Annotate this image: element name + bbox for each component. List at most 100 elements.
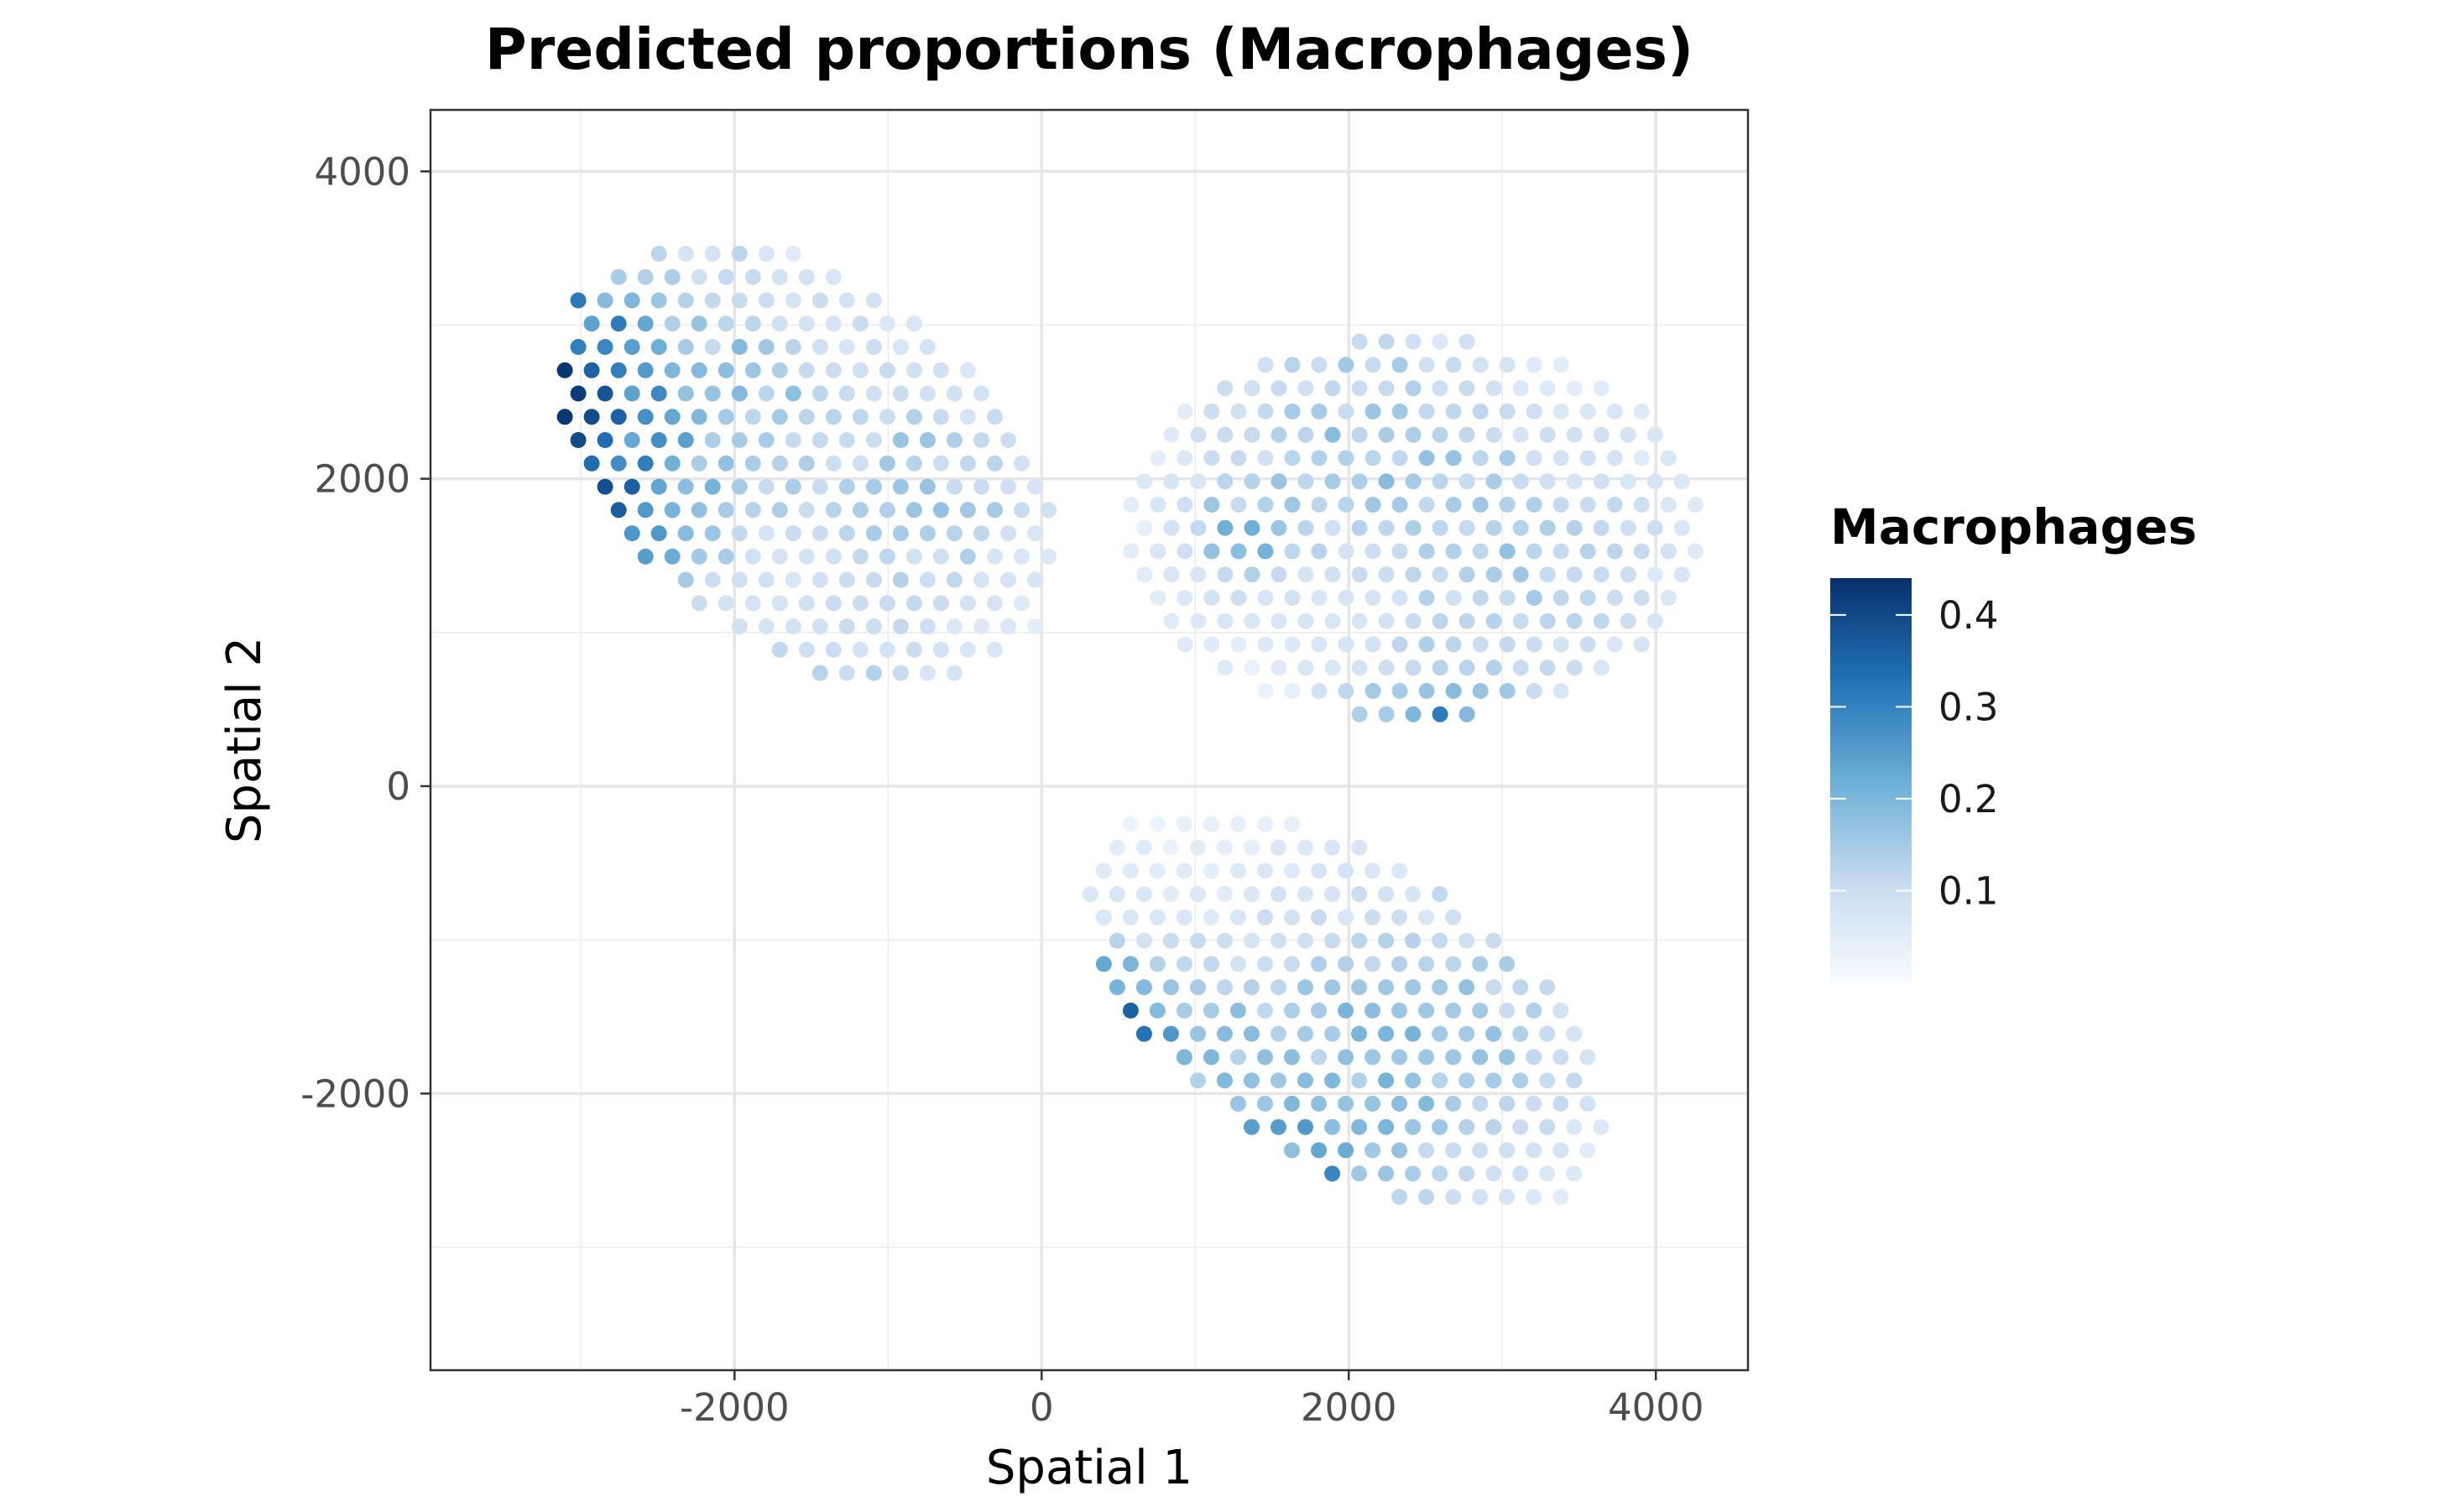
spot [1338,863,1354,879]
spot [1620,613,1636,629]
spot [1405,706,1422,722]
spot [597,432,613,448]
spot [1297,979,1313,996]
spot [1122,1002,1139,1019]
spot [1230,403,1247,420]
spot [1620,473,1636,490]
spot [758,385,775,402]
spot [570,432,587,448]
spot [1472,1189,1489,1205]
spot [1297,1072,1313,1089]
spot [1284,450,1301,467]
spot [1257,909,1273,925]
spot [1284,497,1301,513]
spot [798,362,815,378]
spot [1526,683,1542,699]
spot [1445,683,1462,699]
spot [1485,1072,1502,1089]
spot [1552,1049,1569,1066]
spot [1311,590,1328,606]
spot [825,548,842,565]
spot [798,269,815,285]
spot [1539,519,1556,536]
spot [1499,1002,1516,1019]
spot [691,548,707,565]
spot [1512,660,1529,676]
spot [717,455,734,472]
spot [946,665,963,681]
spot [1190,839,1206,856]
spot [959,362,976,378]
spot [919,525,936,542]
spot [1297,566,1314,583]
spot [1257,1095,1273,1112]
spot [879,362,895,378]
spot [1311,403,1328,420]
spot [758,618,775,635]
spot [1338,357,1354,373]
spot [973,478,989,495]
spot [1177,543,1193,560]
spot [811,525,828,542]
spot [1324,1165,1341,1182]
spot [1203,636,1220,653]
x-tick-label: 4000 [1608,1385,1704,1430]
spot [1217,660,1234,676]
spot [798,595,815,612]
spot [1378,932,1395,949]
spot [1014,548,1030,565]
spot [1499,1095,1516,1112]
spot [1526,590,1542,606]
spot [1109,839,1125,856]
spot [1646,613,1663,629]
spot [1405,660,1422,676]
spot [1405,473,1422,490]
spot [1364,1002,1381,1019]
spot [1552,1002,1569,1019]
spot [1472,543,1489,560]
spot [1257,590,1274,606]
spot [1149,863,1166,879]
spot [959,409,976,425]
spot [664,409,681,425]
spot [556,409,573,425]
spot [731,292,748,309]
spot [1351,1118,1368,1135]
spot [1418,636,1435,653]
spot [744,595,761,612]
spot [1660,450,1677,467]
spot [1270,979,1286,996]
spot [1499,450,1516,467]
spot [758,478,775,495]
spot [1324,613,1341,629]
spot [1311,636,1328,653]
spot [1566,1118,1583,1135]
spot [1673,473,1690,490]
spot [1378,1118,1395,1135]
spot [838,385,855,402]
spot [623,385,640,402]
spot [1135,1025,1152,1042]
spot [1620,519,1636,536]
spot [704,432,721,448]
spot [1122,816,1139,832]
spot [785,571,801,588]
spot [1150,450,1166,467]
spot [919,385,936,402]
spot [1270,473,1287,490]
spot [677,478,694,495]
spot [946,385,963,402]
spot [1351,566,1368,583]
spot [1593,426,1610,443]
spot [1257,636,1274,653]
spot [1432,660,1448,676]
spot [1257,403,1274,420]
spot [1499,497,1516,513]
spot [1539,473,1556,490]
spot [1579,636,1596,653]
spot [1418,543,1435,560]
spot [959,502,976,519]
spot [1364,956,1381,972]
spot [1338,1049,1354,1066]
spot [1633,450,1650,467]
